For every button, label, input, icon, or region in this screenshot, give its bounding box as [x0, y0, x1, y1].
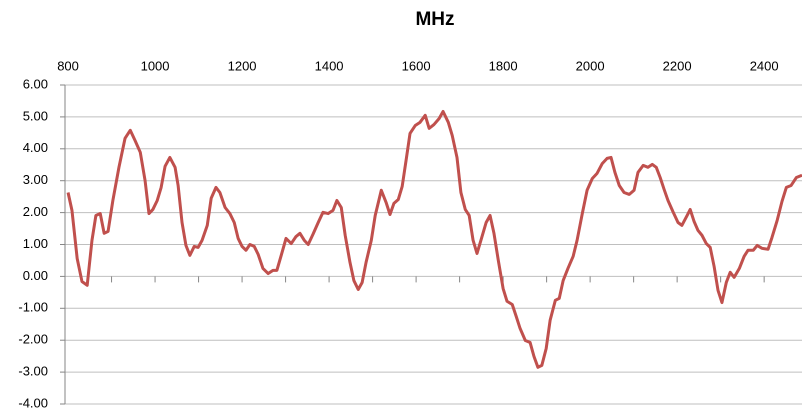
x-tick-label: 1000: [141, 58, 170, 73]
data-line: [66, 109, 802, 369]
y-tick-label: -2.00: [18, 332, 48, 347]
chart-title: MHz: [415, 9, 454, 30]
x-tick-label: 800: [57, 58, 79, 73]
x-tick-label: 1400: [315, 58, 344, 73]
x-tick-label: 1200: [228, 58, 257, 73]
y-tick-label: 6.00: [23, 76, 48, 91]
y-tick-label: -4.00: [18, 395, 48, 410]
y-tick-label: 5.00: [23, 108, 48, 123]
y-tick-label: -3.00: [18, 364, 48, 379]
y-tick-label: 4.00: [23, 140, 48, 155]
y-tick-label: 0.00: [23, 268, 48, 283]
x-tick-label: 2200: [663, 58, 692, 73]
x-tick-label: 1600: [402, 58, 431, 73]
x-tick-label: 2400: [750, 58, 779, 73]
x-tick-label: 1800: [489, 58, 518, 73]
y-tick-label: -1.00: [18, 300, 48, 315]
y-tick-label: 3.00: [23, 172, 48, 187]
y-tick-label: 1.00: [23, 236, 48, 251]
y-tick-label: 2.00: [23, 204, 48, 219]
x-tick-label: 2000: [576, 58, 605, 73]
